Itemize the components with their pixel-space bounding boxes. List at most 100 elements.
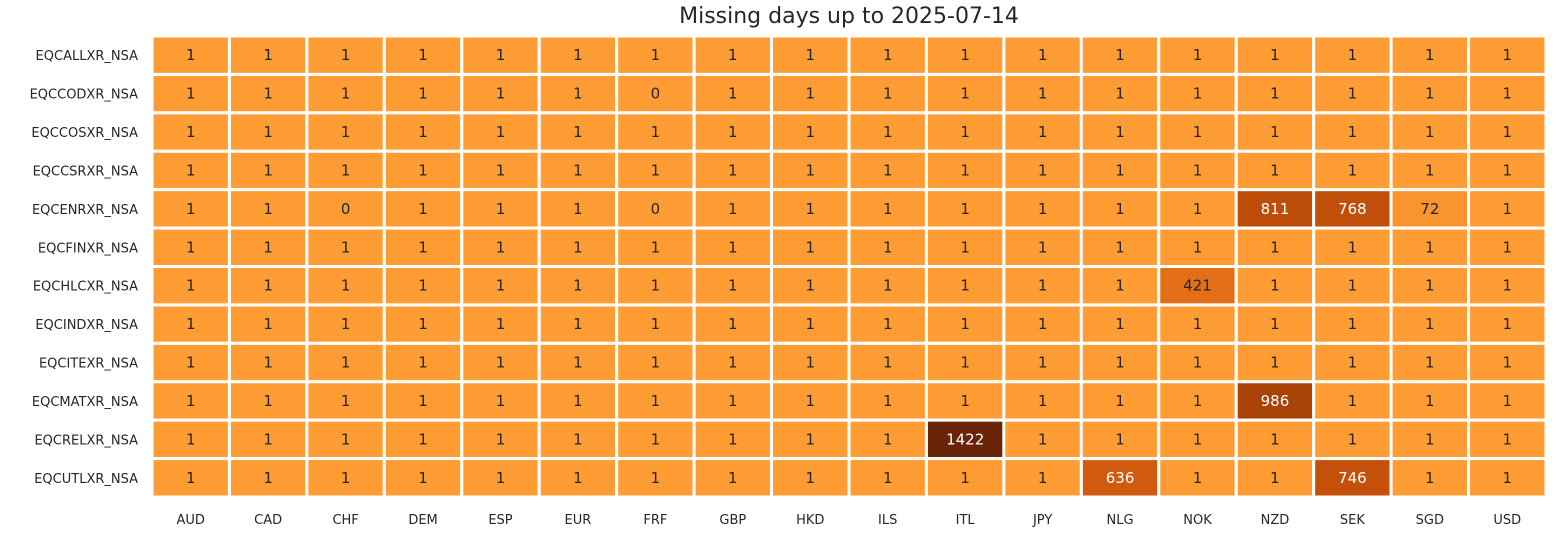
cell-value-label: 1 [496, 123, 506, 141]
heatmap-cell [692, 226, 774, 268]
heatmap-cell [924, 149, 1006, 192]
cell-value-label: 1 [1425, 392, 1435, 410]
heatmap-cell [1467, 341, 1548, 384]
cell-value-label: 1 [1115, 123, 1125, 141]
heatmap-cell [460, 380, 541, 422]
cell-value-label: 1 [263, 123, 273, 141]
cell-value-label: 1 [651, 238, 661, 256]
heatmap-cell [615, 457, 696, 499]
heatmap-cell [615, 72, 696, 115]
heatmap-cell [770, 341, 851, 384]
x-tick-label: SEK [1340, 513, 1365, 528]
cell-value-label: 1 [1270, 161, 1280, 179]
cell-value-label: 1 [186, 46, 196, 64]
heatmap-cell [1467, 34, 1548, 76]
cell-value-label: 0 [341, 200, 351, 218]
cell-value-label: 1 [1348, 354, 1358, 372]
cell-value-label: 1 [806, 277, 816, 295]
cell-value-label: 0 [651, 200, 661, 218]
cell-value-label: 1 [728, 315, 738, 333]
cell-value-label: 1 [1503, 200, 1513, 218]
heatmap-cell [1312, 418, 1393, 461]
cell-value-label: 1 [1115, 354, 1125, 372]
heatmap-cell [537, 188, 619, 230]
cell-value-label: 1 [418, 354, 428, 372]
heatmap-cell [1389, 34, 1471, 76]
cell-value-label: 1 [186, 392, 196, 410]
heatmap-cell [1157, 188, 1238, 230]
cell-value-label: 1 [263, 238, 273, 256]
cell-value-label: 1 [651, 46, 661, 64]
cell-value-label: 1 [806, 315, 816, 333]
cell-value-label: 1 [496, 85, 506, 103]
heatmap-cell [1079, 265, 1161, 307]
cell-value-label: 746 [1338, 469, 1367, 487]
cell-value-label: 1 [960, 238, 970, 256]
x-tick-label: NZD [1261, 513, 1290, 528]
cell-value-label: 1 [418, 161, 428, 179]
cell-value-label: 1 [1115, 85, 1125, 103]
heatmap-cell [150, 34, 231, 76]
cell-value-label: 1 [728, 392, 738, 410]
cell-value-label: 1 [960, 85, 970, 103]
cell-value-label: 1 [960, 277, 970, 295]
heatmap-cell [537, 226, 619, 268]
cell-value-label: 1 [263, 392, 273, 410]
y-tick-label: EQCINDXR_NSA [35, 318, 138, 333]
cell-value-label: 1 [1425, 354, 1435, 372]
cell-value-label: 1 [806, 392, 816, 410]
heatmap-cell [1157, 457, 1238, 499]
y-tick-label: EQCCSRXR_NSA [33, 164, 139, 179]
cell-value-label: 1 [263, 161, 273, 179]
heatmap-cell [847, 457, 928, 499]
y-tick-label: EQCFINXR_NSA [38, 241, 138, 256]
heatmap-cell [1079, 188, 1161, 230]
cell-value-label: 1 [1425, 430, 1435, 448]
x-tick-label: CHF [332, 513, 358, 528]
heatmap-cell [770, 226, 851, 268]
cell-value-label: 1 [1193, 200, 1203, 218]
heatmap-cell [1467, 457, 1548, 499]
cell-value-label: 1 [1038, 238, 1048, 256]
cell-value-label: 1 [1193, 46, 1203, 64]
cell-value-label: 1 [1115, 430, 1125, 448]
x-tick-label: USD [1493, 513, 1521, 528]
heatmap-cell [1467, 111, 1548, 153]
heatmap-cell [1234, 418, 1316, 461]
cell-value-label: 811 [1261, 200, 1290, 218]
heatmap-cell [924, 226, 1006, 268]
cell-value-label: 1 [1270, 238, 1280, 256]
cell-value-label: 1 [1038, 430, 1048, 448]
heatmap-cell [615, 303, 696, 345]
cell-value-label: 1 [1425, 277, 1435, 295]
cell-value-label: 1 [186, 354, 196, 372]
cell-value-label: 1 [1270, 85, 1280, 103]
cell-value-label: 1 [960, 161, 970, 179]
cell-value-label: 1 [960, 315, 970, 333]
cell-value-label: 1 [1270, 123, 1280, 141]
cell-value-label: 1 [263, 315, 273, 333]
cell-value-label: 1 [1503, 238, 1513, 256]
x-tick-label: GBP [719, 513, 746, 528]
cell-value-label: 1 [1115, 161, 1125, 179]
cell-value-label: 1 [651, 469, 661, 487]
cell-value-label: 1 [1115, 392, 1125, 410]
heatmap-cell [150, 188, 231, 230]
cell-value-label: 1 [186, 469, 196, 487]
cell-value-label: 1 [341, 277, 351, 295]
cell-value-label: 1 [728, 46, 738, 64]
cell-value-label: 1 [341, 469, 351, 487]
heatmap-cell [924, 457, 1006, 499]
cell-value-label: 1 [1193, 161, 1203, 179]
cell-value-label: 1 [341, 430, 351, 448]
x-tick-label: CAD [254, 513, 282, 528]
heatmap-cell [537, 380, 619, 422]
cell-value-label: 72 [1420, 200, 1439, 218]
x-tick-label: FRF [643, 513, 667, 528]
cell-value-label: 1 [806, 430, 816, 448]
cell-value-label: 1 [418, 469, 428, 487]
heatmap-cell [1312, 341, 1393, 384]
cell-value-label: 1 [573, 123, 583, 141]
